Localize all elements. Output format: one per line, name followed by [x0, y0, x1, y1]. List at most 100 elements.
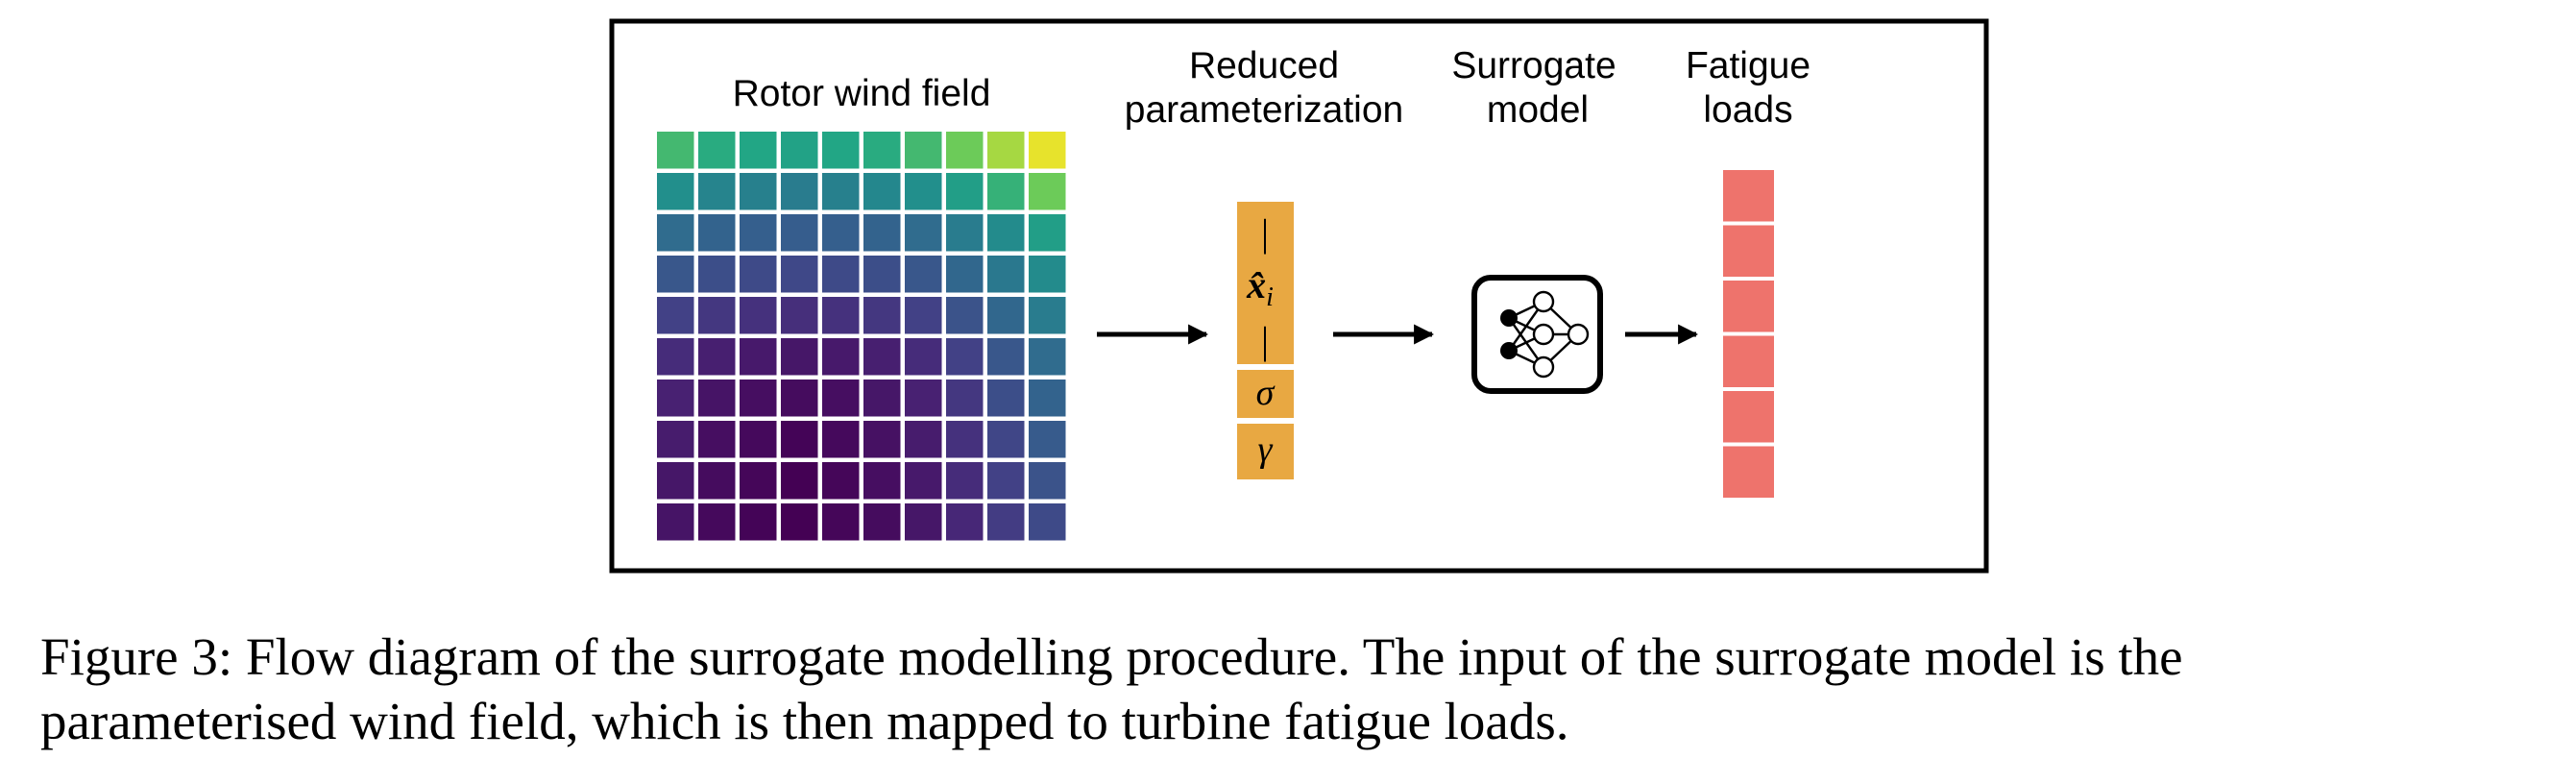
wind-field-cell	[946, 256, 984, 293]
wind-field-cell	[987, 214, 1025, 252]
wind-field-cell	[822, 214, 860, 252]
wind-field-cell	[946, 421, 984, 458]
fatigue-loads-label-line2: loads	[1703, 89, 1792, 131]
parameter-bar-top: |	[1261, 211, 1269, 255]
wind-field-cell	[863, 421, 901, 458]
wind-field-cell	[698, 173, 736, 210]
wind-field-cell	[740, 421, 777, 458]
wind-field-cell	[781, 421, 818, 458]
wind-field-cell	[740, 338, 777, 376]
caption-line-1: Figure 3: Flow diagram of the surrogate …	[40, 627, 2183, 686]
wind-field-cell	[822, 503, 860, 541]
wind-field-cell	[657, 173, 694, 210]
wind-field-cell	[1029, 132, 1066, 169]
wind-field-cell	[863, 338, 901, 376]
parameter-vector-x-block	[1237, 202, 1294, 364]
wind-field-cell	[740, 503, 777, 541]
wind-field-cell	[905, 503, 942, 541]
wind-field-cell	[1029, 380, 1066, 417]
wind-field-cell	[1029, 503, 1066, 541]
wind-field-label: Rotor wind field	[733, 73, 991, 114]
neural-network-icon	[1471, 275, 1603, 394]
parameter-vector-sigma-block	[1237, 370, 1294, 418]
wind-field-cell	[863, 173, 901, 210]
wind-field-cell	[863, 132, 901, 169]
reduced-parameterization-label-line1: Reduced	[1189, 45, 1339, 86]
wind-field-cell	[946, 132, 984, 169]
parameter-x-hat-base: x̂	[1246, 263, 1266, 306]
fatigue-loads-label-line1: Fatigue	[1686, 45, 1810, 86]
wind-field-cell	[822, 256, 860, 293]
wind-field-cell	[822, 338, 860, 376]
wind-field-cell	[946, 173, 984, 210]
wind-field-cell	[657, 132, 694, 169]
wind-field-cell	[822, 173, 860, 210]
wind-field-cell	[863, 214, 901, 252]
wind-field-cell	[905, 214, 942, 252]
wind-field-cell	[740, 214, 777, 252]
wind-field-cell	[905, 256, 942, 293]
wind-field-cell	[822, 132, 860, 169]
wind-field-cell	[905, 173, 942, 210]
wind-field-cell	[946, 338, 984, 376]
wind-field-cell	[863, 297, 901, 334]
wind-field-cell	[740, 256, 777, 293]
wind-field-cell	[781, 462, 818, 500]
wind-field-cell	[987, 132, 1025, 169]
wind-field-cell	[657, 462, 694, 500]
parameter-sigma-symbol: σ	[1256, 373, 1276, 413]
wind-field-cell	[740, 173, 777, 210]
wind-field-cell	[1029, 214, 1066, 252]
wind-field-cell	[781, 214, 818, 252]
figure-frame	[609, 18, 1989, 574]
flow-diagram-figure: Rotor wind field Reduced parameterizatio…	[609, 18, 1989, 574]
wind-field-cell	[946, 297, 984, 334]
parameter-vector-gamma-block	[1237, 424, 1294, 479]
wind-field-cell	[698, 132, 736, 169]
reduced-parameterization-label-line2: parameterization	[1125, 89, 1403, 131]
wind-field-cell	[946, 503, 984, 541]
wind-field-cell	[1029, 297, 1066, 334]
fatigue-load-segment	[1723, 225, 1774, 277]
wind-field-cell	[987, 462, 1025, 500]
wind-field-cell	[905, 380, 942, 417]
wind-field-cell	[905, 421, 942, 458]
wind-field-cell	[987, 380, 1025, 417]
wind-field-cell	[905, 462, 942, 500]
wind-field-cell	[1029, 173, 1066, 210]
wind-field-cell	[1029, 462, 1066, 500]
parameter-x-subscript: i	[1266, 282, 1274, 312]
wind-field-cell	[781, 380, 818, 417]
wind-field-cell	[987, 297, 1025, 334]
wind-field-cell	[987, 173, 1025, 210]
wind-field-cell	[698, 297, 736, 334]
wind-field-cell	[740, 462, 777, 500]
wind-field-cell	[657, 214, 694, 252]
wind-field-cell	[987, 421, 1025, 458]
parameter-vector: | x̂i | σ γ	[1237, 202, 1294, 479]
caption-line-2: parameterised wind field, which is then …	[40, 692, 1569, 750]
wind-field-cell	[946, 380, 984, 417]
parameter-bar-bottom: |	[1261, 319, 1269, 362]
surrogate-model-label-line1: Surrogate	[1451, 45, 1616, 86]
figure-caption: Figure 3: Flow diagram of the surrogate …	[40, 624, 2562, 753]
wind-field-cell	[987, 256, 1025, 293]
wind-field-cell	[740, 380, 777, 417]
fatigue-load-segment	[1723, 170, 1774, 222]
wind-field-cell	[698, 421, 736, 458]
fatigue-load-segment	[1723, 446, 1774, 498]
wind-field-cell	[946, 214, 984, 252]
wind-field-cell	[657, 503, 694, 541]
wind-field-cell	[657, 338, 694, 376]
wind-field-cell	[781, 503, 818, 541]
wind-field-cell	[781, 338, 818, 376]
surrogate-model-label-line2: model	[1487, 89, 1589, 131]
wind-field-cell	[905, 297, 942, 334]
fatigue-load-segment	[1723, 281, 1774, 332]
wind-field-cell	[822, 421, 860, 458]
wind-field-cell	[987, 338, 1025, 376]
wind-field-cell	[822, 380, 860, 417]
wind-field-cell	[863, 462, 901, 500]
wind-field-cell	[946, 462, 984, 500]
wind-field-cell	[1029, 256, 1066, 293]
